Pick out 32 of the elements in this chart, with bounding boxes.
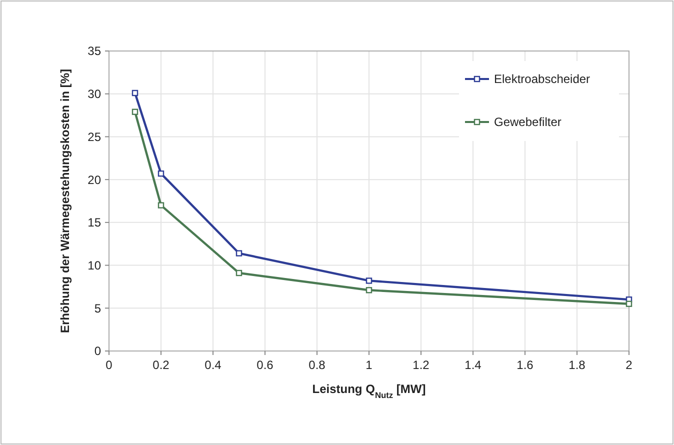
x-tick-label: 1.8 bbox=[568, 358, 586, 372]
x-tick-label: 0.4 bbox=[204, 358, 222, 372]
y-tick-label: 20 bbox=[88, 172, 102, 187]
x-tick-label: 0.6 bbox=[256, 358, 274, 372]
x-tick-label: 1 bbox=[366, 358, 373, 372]
point bbox=[158, 170, 164, 177]
x-axis-title: Leistung Q$_{Nutz}$ [MW] bbox=[312, 382, 426, 400]
x-tick-label: 1.6 bbox=[516, 358, 534, 372]
x-tick-label: 0 bbox=[106, 358, 113, 372]
x-tick-label: 1.4 bbox=[464, 358, 482, 372]
y-tick-label: 0 bbox=[94, 344, 102, 358]
x-tick-label: 0.2 bbox=[152, 358, 170, 372]
point bbox=[132, 108, 138, 115]
point bbox=[626, 300, 632, 307]
y-tick-label: 5 bbox=[94, 301, 102, 316]
x-tick-label: 0.8 bbox=[308, 358, 326, 372]
y-tick-label: 25 bbox=[88, 130, 102, 144]
y-axis-title: Erhöhung der Wärmegestehungskosten in [%] bbox=[58, 68, 72, 334]
y-tick-label: 10 bbox=[88, 258, 102, 272]
point bbox=[366, 287, 372, 294]
point bbox=[132, 90, 138, 96]
x-tick-label: 1.2 bbox=[412, 358, 430, 372]
y-tick-label: 15 bbox=[88, 216, 102, 230]
y-tick-label: 35 bbox=[88, 44, 102, 58]
x-tick-label: 2 bbox=[626, 358, 633, 372]
y-tick-label: 30 bbox=[88, 87, 102, 102]
point bbox=[236, 250, 242, 256]
point bbox=[366, 278, 372, 284]
point bbox=[158, 202, 164, 208]
legend-label: Elektroabscheider bbox=[494, 72, 590, 86]
point bbox=[236, 270, 242, 276]
legend-label: Gewebefilter bbox=[494, 115, 562, 130]
